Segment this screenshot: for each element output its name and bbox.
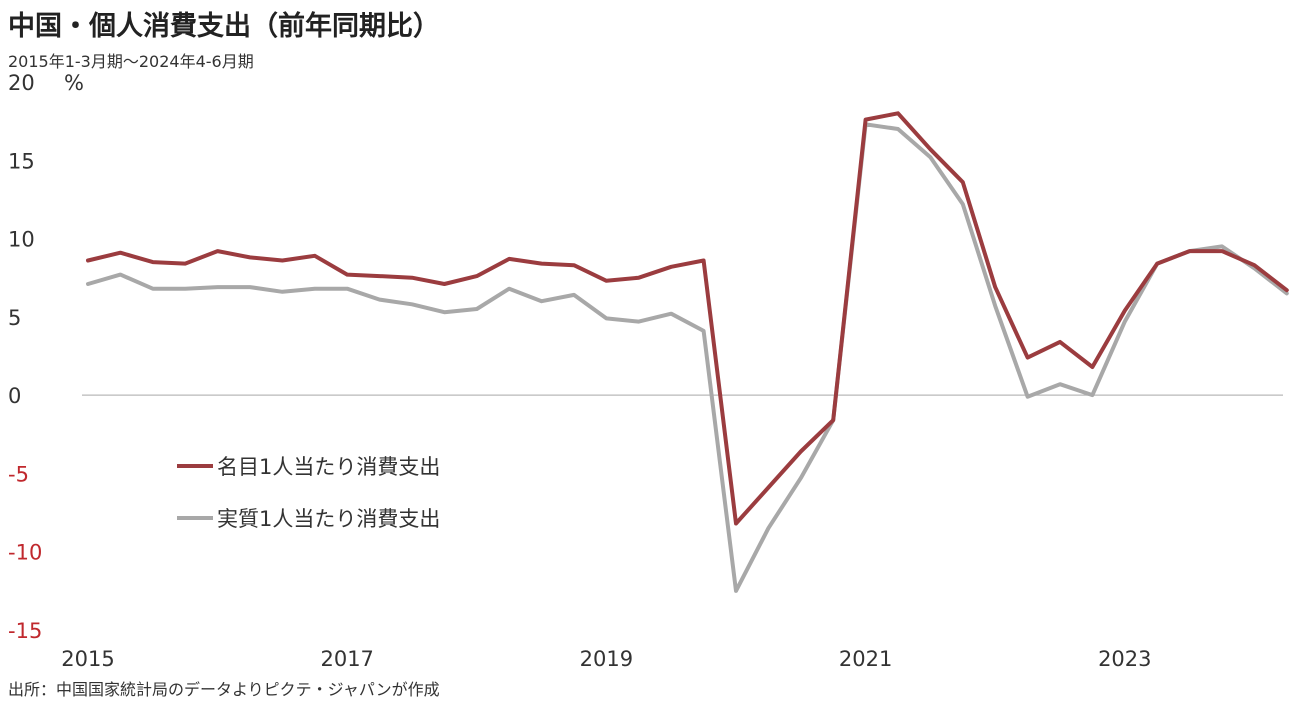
y-tick-label: -5 [8, 462, 29, 486]
series-line-1 [86, 122, 1289, 593]
x-tick-label: 2019 [580, 647, 633, 671]
y-tick-label: 20 [8, 71, 35, 95]
source-note: 出所：中国国家統計局のデータよりピクテ・ジャパンが作成 [8, 680, 440, 699]
y-axis-unit: % [64, 71, 84, 95]
x-tick-label: 2021 [839, 647, 892, 671]
legend-label: 実質1人当たり消費支出 [217, 507, 440, 531]
chart-subtitle: 2015年1-3月期～2024年4-6月期 [8, 52, 254, 71]
y-tick-label: 10 [8, 228, 35, 252]
x-tick-label: 2023 [1098, 647, 1151, 671]
series-lines [86, 111, 1289, 593]
x-axis-ticks: 2015 2017 2019 2021 2023 [61, 647, 1151, 671]
y-tick-label: -15 [8, 619, 42, 643]
y-tick-label: 15 [8, 149, 35, 173]
y-tick-label: -10 [8, 541, 42, 565]
y-tick-label: 0 [8, 384, 21, 408]
legend-label: 名目1人当たり消費支出 [217, 455, 440, 479]
x-tick-label: 2017 [320, 647, 373, 671]
x-tick-label: 2015 [61, 647, 114, 671]
y-tick-label: 5 [8, 306, 21, 330]
chart-title: 中国・個人消費支出（前年同期比） [8, 11, 440, 42]
series-line-0 [86, 111, 1289, 526]
y-axis-ticks: 20 15 10 5 0 -5 -10 -15 [8, 71, 42, 643]
